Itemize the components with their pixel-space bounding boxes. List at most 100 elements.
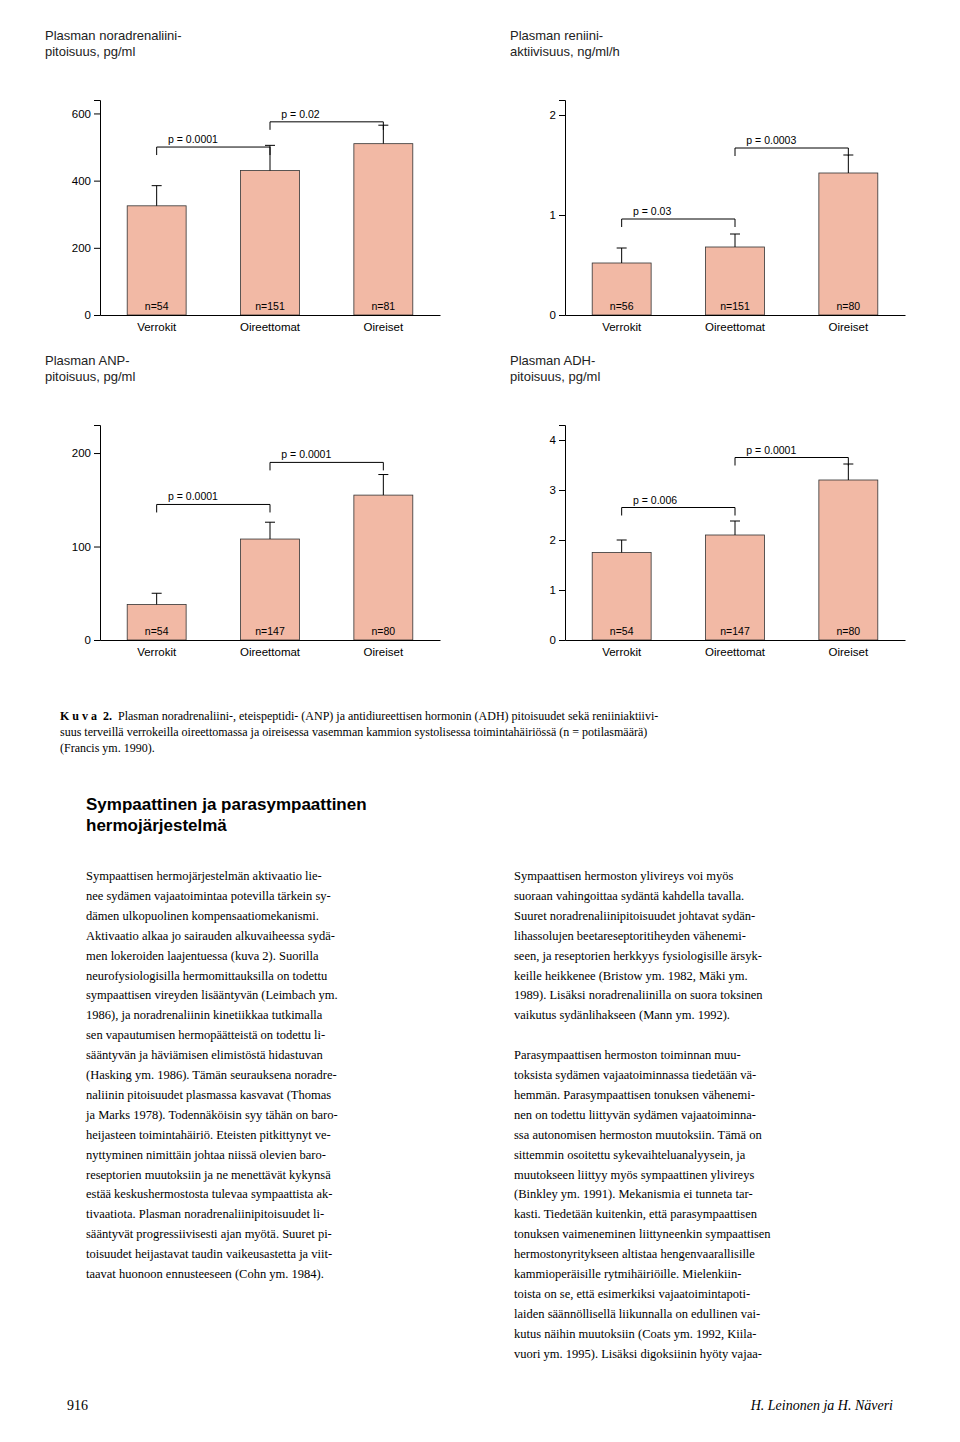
chart-title-line: Plasman ANP- [45,353,130,368]
x-tick: Oireettomat [240,646,301,658]
n-label: n=80 [837,300,861,312]
body-text: nyttyminen nimittäin johtaa niissä olevi… [86,1148,326,1162]
body-text: ssa autonomisen hermoston muutoksiin. Tä… [514,1128,762,1142]
x-tick-label: Oireiset [364,646,404,658]
chart-texts: n=54n=151n=81p = 0.0001p = 0.02 [145,108,395,312]
chart-title-line: pitoisuus, pg/ml [45,369,135,384]
page: Plasman noradrenaliini-pitoisuus, pg/ml0… [0,0,960,1442]
significance-bracket [735,148,848,156]
body-text: lihassolujen beetareseptoritiheyden vähe… [514,929,746,943]
chart-title: Plasman reniini-aktiivisuus, ng/ml/h [510,28,620,59]
x-tick-label: Oireiset [829,646,869,658]
significance-label: p = 0.0001 [168,490,218,502]
y-axis-line [94,101,101,316]
x-axis-line [101,315,441,316]
body-text: vaikutus sydänlihakseen (Mann ym. 1992). [514,1008,730,1022]
body-text: Sympaattisen hermojärjestelmän aktivaati… [86,869,322,883]
body-text: 1989). Lisäksi noradrenaliinilla on suor… [514,988,763,1002]
body-text: sympaattisen vireyden lisääntyvän (Leimb… [86,988,338,1002]
x-tick: Oireiset [364,646,404,658]
significance-label: p = 0.006 [633,494,677,506]
y-tick-mark [94,453,100,454]
y-tick-mark [94,547,100,548]
y-axis: 0 200 400 600 [72,101,101,322]
body-text: reseptorien muutoksiin ja ne menettävät … [86,1168,331,1182]
y-tick-mark [559,315,565,316]
y-tick: 600 [72,108,100,120]
y-tick-mark [559,215,565,216]
author: H. Leinonen ja H. Näveri [750,1398,893,1413]
bar [127,206,186,315]
error-bar [265,522,275,539]
significance-label: p = 0.0001 [746,444,796,456]
x-axis-line [101,640,441,641]
bar [127,604,186,640]
n-label: n=80 [837,625,861,637]
y-tick-label: 0 [550,309,556,321]
x-tick: Oireiset [829,646,869,658]
body-text: nen on todettu liittyvän sydämen vajaato… [514,1108,756,1122]
body-text: sääntyvän ja häviämisen elimistöstä hida… [86,1048,323,1062]
body-text: dämen ulkopuolinen kompensaatiomekanismi… [86,909,319,923]
significance-bracket [270,122,383,130]
caption: Plasman noradrenaliini-, eteispeptidi- (… [60,709,658,755]
n-label: n=147 [255,625,285,637]
chart: Plasman noradrenaliini-pitoisuus, pg/ml0… [45,28,441,333]
y-tick: 1 [550,209,565,221]
bar [241,171,300,315]
error-bar [152,186,162,206]
significance-bracket [735,458,848,466]
significance-label: p = 0.03 [633,205,671,217]
significance-label: p = 0.0003 [746,134,796,146]
y-axis: 012 [550,101,566,322]
y-tick-mark [94,640,100,641]
chart-texts: n=54n=147n=80p = 0.006p = 0.0001 [610,444,860,638]
y-tick: 0 [85,634,100,646]
y-axis-line [559,426,566,641]
y-axis-line [94,426,101,641]
body-text: neurofysiologisilla hermomittauksilla on… [86,969,328,983]
significance-bracket [157,504,270,512]
y-tick: 400 [72,175,100,187]
body-text: sen vapautumisen hermopäätteistä on tode… [86,1028,325,1042]
caption-bold: K u v a 2. [60,709,112,723]
page-number: 916 [67,1398,88,1413]
body-text: toisuudet heijastavat taudin vaikeusaste… [86,1247,332,1261]
significance-bracket [270,462,383,470]
x-tick-label: Oireettomat [705,321,766,333]
y-tick-label: 0 [85,309,91,321]
caption-line: Plasman noradrenaliini-, eteispeptidi- (… [112,709,658,723]
body-text: Suuret noradrenaliinipitoisuudet johtava… [514,909,755,923]
background [0,0,960,1442]
body-text: Parasympaattisen hermoston toiminnan muu… [514,1048,741,1062]
section-title-line: hermojärjestelmä [86,816,227,835]
chart-title: Plasman ADH-pitoisuus, pg/ml [510,353,600,384]
y-tick-mark [559,640,565,641]
n-label: n=151 [720,300,750,312]
body-text: taavat huonoon ennusteeseen (Cohn ym. 19… [86,1267,324,1281]
body-text: Sympaattisen hermoston ylivireys voi myö… [514,869,734,883]
y-tick: 1 [550,584,565,596]
n-label: n=54 [145,625,169,637]
body-text: kasti. Tiedetään kuitenkin, että parasym… [514,1207,758,1221]
n-label: n=151 [255,300,285,312]
body-text: vuori ym. 1995). Lisäksi digoksiinin hyö… [514,1347,762,1361]
x-axis-line [566,640,906,641]
y-tick: 3 [550,484,565,496]
y-tick-label: 3 [550,484,556,496]
marks [592,148,878,315]
y-tick-mark [559,440,565,441]
x-tick: Verrokit [137,321,177,333]
x-tick-label: Oireiset [364,321,404,333]
x-tick: Verrokit [137,646,177,658]
significance-bracket [157,147,270,155]
y-tick-label: 200 [72,242,91,254]
bar [241,539,300,640]
x-tick: Oireettomat [705,646,766,658]
bar [819,173,878,315]
y-tick-mark [559,540,565,541]
significance-bracket [622,219,735,227]
y-tick: 0 [550,634,565,646]
y-tick-mark [94,113,100,114]
y-tick-label: 4 [550,434,557,446]
